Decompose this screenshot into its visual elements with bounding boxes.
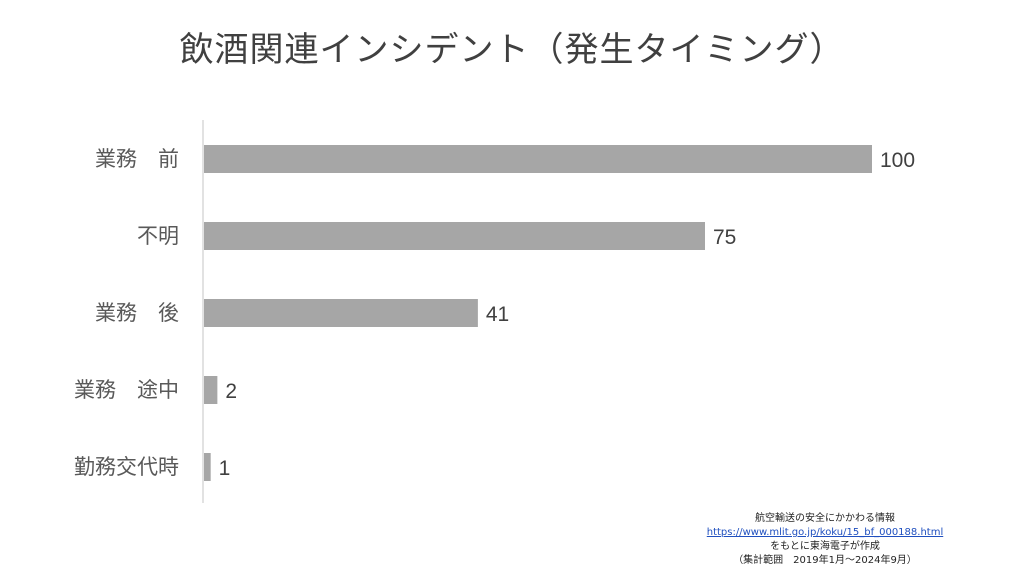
value-label-1: 75 — [713, 226, 736, 249]
bar-4 — [204, 453, 211, 481]
value-label-0: 100 — [880, 149, 915, 172]
bar-1 — [204, 222, 705, 250]
category-label-1: 不明 — [137, 224, 179, 248]
value-label-3: 2 — [225, 380, 237, 403]
category-label-3: 業務 途中 — [74, 378, 179, 402]
bar-2 — [204, 299, 478, 327]
bars-group: 業務 前 100 不明 75 業務 後 41 業務 途中 2 勤務交代時 1 — [74, 145, 915, 481]
bar-0 — [204, 145, 872, 173]
source-range: （集計範囲 2019年1月～2024年9月） — [733, 555, 917, 566]
category-label-2: 業務 後 — [95, 301, 179, 325]
source-title: 航空輸送の安全にかかわる情報 — [755, 513, 895, 524]
category-label-0: 業務 前 — [95, 147, 179, 171]
bar-3 — [204, 376, 218, 404]
value-label-4: 1 — [219, 457, 231, 480]
source-note: 航空輸送の安全にかかわる情報 https://www.mlit.go.jp/ko… — [690, 512, 960, 568]
chart-title: 飲酒関連インシデント（発生タイミング） — [179, 30, 845, 70]
source-credit: をもとに東海電子が作成 — [770, 541, 880, 552]
value-label-2: 41 — [486, 303, 509, 326]
category-label-4: 勤務交代時 — [74, 455, 179, 479]
source-link[interactable]: https://www.mlit.go.jp/koku/15_bf_000188… — [706, 527, 944, 538]
